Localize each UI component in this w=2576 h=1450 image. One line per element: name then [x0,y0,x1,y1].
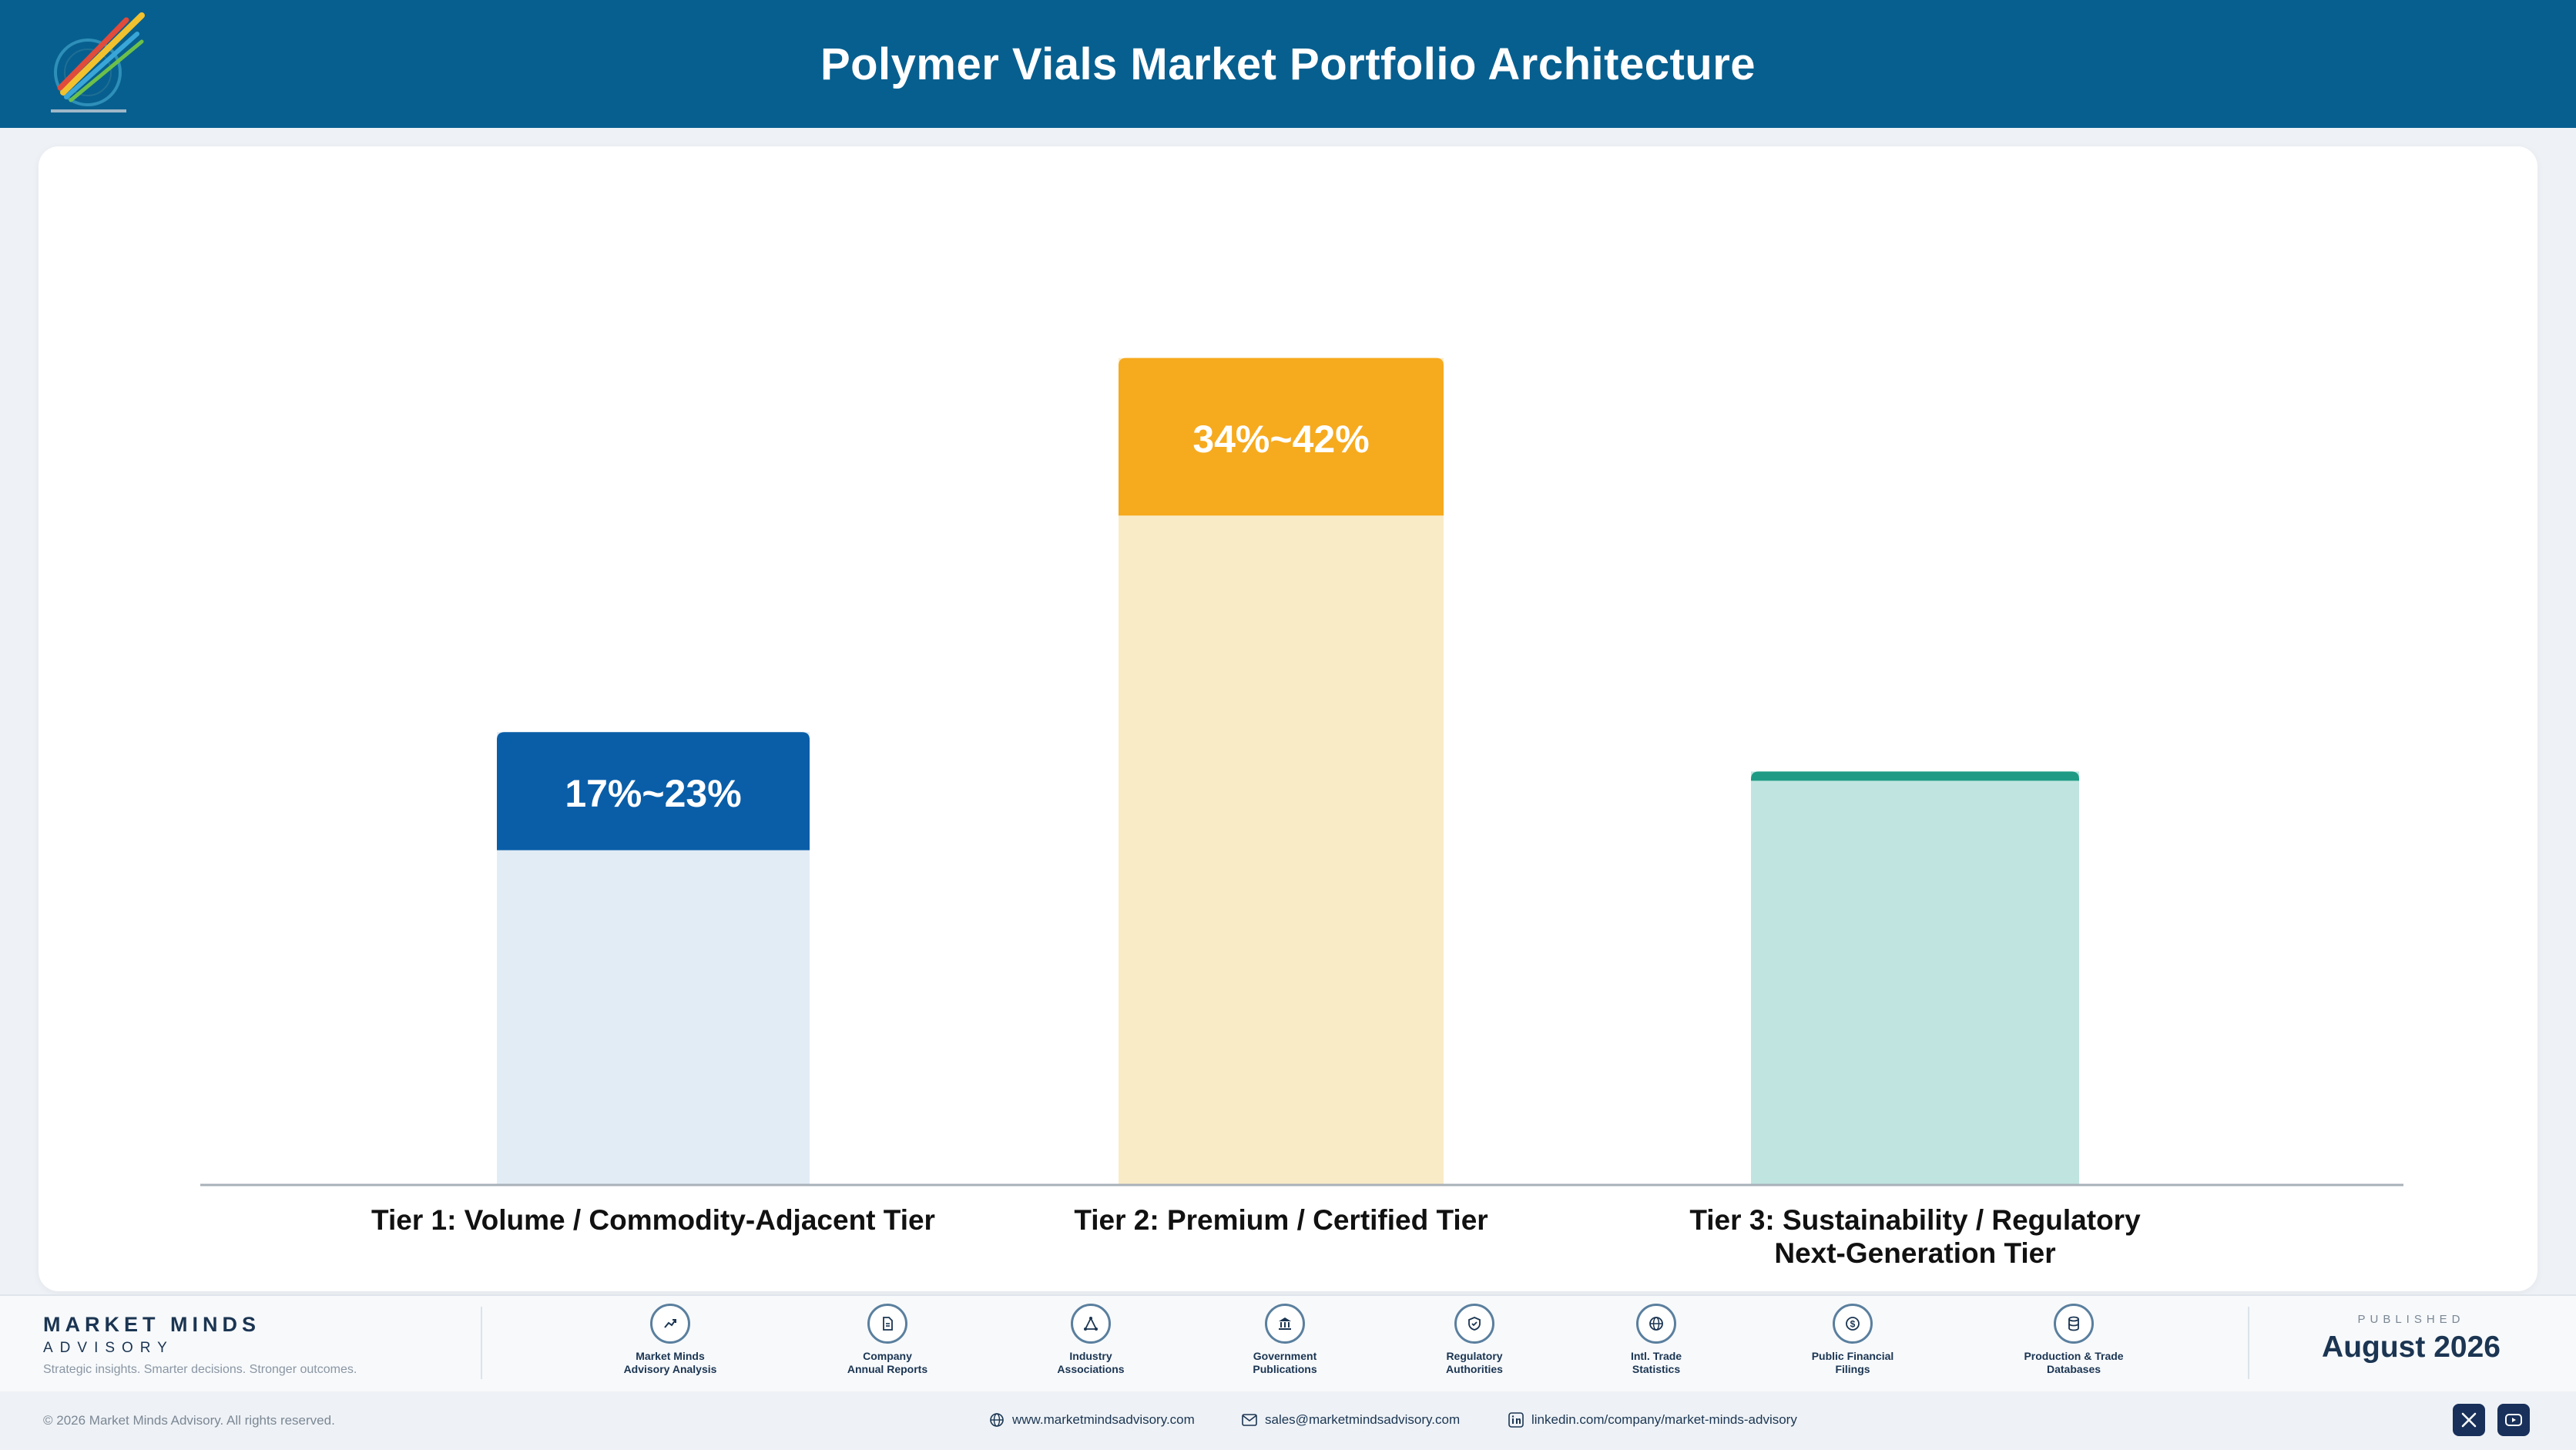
youtube-social-button[interactable] [2497,1404,2530,1436]
source-label: Government Publications [1253,1350,1317,1375]
source-item: Regulatory Authorities [1382,1304,1567,1376]
data-label: 34%~42% [1192,418,1369,461]
source-label: Regulatory Authorities [1446,1350,1503,1375]
source-item: Intl. Trade Statistics [1564,1304,1749,1376]
source-label: Company Annual Reports [847,1350,928,1375]
category-label: Tier 3: Sustainability / Regulatory Next-… [1689,1204,2141,1269]
bar-chart: 17%~23% Tier 1: Volume / Commodity-Adjace… [200,357,2403,1269]
database-icon [2054,1304,2094,1344]
network-icon [1071,1304,1111,1344]
shield-check-icon [1454,1304,1494,1344]
company-logo [51,12,145,112]
email-link[interactable]: sales@marketmindsadvisory.com [1242,1412,1460,1428]
published-block: PUBLISHED August 2026 [2257,1313,2565,1364]
divider [2248,1307,2249,1379]
category-label: Tier 2: Premium / Certified Tier [1074,1204,1488,1236]
footer-contacts: © 2026 Market Minds Advisory. All rights… [0,1391,2576,1450]
source-item: Production & Trade Databases [1981,1304,2166,1376]
source-label: Public Financial Filings [1811,1350,1894,1375]
x-icon [2461,1412,2477,1428]
brand-sub: ADVISORY [43,1340,174,1356]
source-label: Market Minds Advisory Analysis [623,1350,717,1375]
brand-name: MARKET MINDS [43,1313,260,1336]
source-label: Production & Trade Databases [2024,1350,2124,1375]
document-icon [867,1304,907,1344]
category-label: Tier 1: Volume / Commodity-Adjacent Tier [371,1204,935,1236]
page-title: Polymer Vials Market Portfolio Architect… [820,39,1756,89]
mail-icon [1242,1414,1257,1426]
source-item: Company Annual Reports [795,1304,980,1376]
published-date: August 2026 [2322,1331,2501,1364]
globe-icon [1636,1304,1676,1344]
data-label: 17%~23% [565,772,741,815]
website-text: www.marketmindsadvisory.com [1012,1412,1195,1427]
divider [481,1307,482,1379]
footer-brand: MARKET MINDS ADVISORY Strategic insights… [43,1313,357,1377]
brand-tagline: Strategic insights. Smarter decisions. S… [43,1363,357,1376]
source-label: Intl. Trade Statistics [1630,1350,1682,1375]
source-label: Industry Associations [1057,1350,1125,1375]
dollar-coin-icon: $ [1833,1304,1873,1344]
bar-base [1751,771,2079,1185]
bar-range-segment [497,732,810,851]
published-label: PUBLISHED [2357,1313,2465,1326]
svg-text:$: $ [1850,1319,1856,1330]
linkedin-text: linkedin.com/company/market-minds-adviso… [1531,1412,1797,1427]
source-item: $ Public Financial Filings [1760,1304,1945,1376]
youtube-icon [2505,1414,2522,1426]
header-bar: Polymer Vials Market Portfolio Architect… [0,0,2576,128]
footer-sources: MARKET MINDS ADVISORY Strategic insights… [0,1294,2576,1391]
copyright: © 2026 Market Minds Advisory. All rights… [43,1413,335,1428]
linkedin-link[interactable]: linkedin.com/company/market-minds-adviso… [1508,1412,1797,1428]
website-link[interactable]: www.marketmindsadvisory.com [989,1412,1195,1428]
linkedin-icon [1508,1412,1524,1428]
source-item: Market Minds Advisory Analysis [578,1304,763,1376]
trend-chart-icon [650,1304,690,1344]
x-social-button[interactable] [2453,1404,2485,1436]
government-building-icon [1265,1304,1305,1344]
source-item: Government Publications [1192,1304,1377,1376]
email-text: sales@marketmindsadvisory.com [1265,1412,1461,1427]
globe-icon [990,1413,1004,1427]
source-item: Industry Associations [998,1304,1183,1376]
bar-range-segment [1751,771,2079,781]
bar-range-segment [1119,357,1444,516]
chart-panel: 17%~23% Tier 1: Volume / Commodity-Adjace… [39,146,2537,1291]
